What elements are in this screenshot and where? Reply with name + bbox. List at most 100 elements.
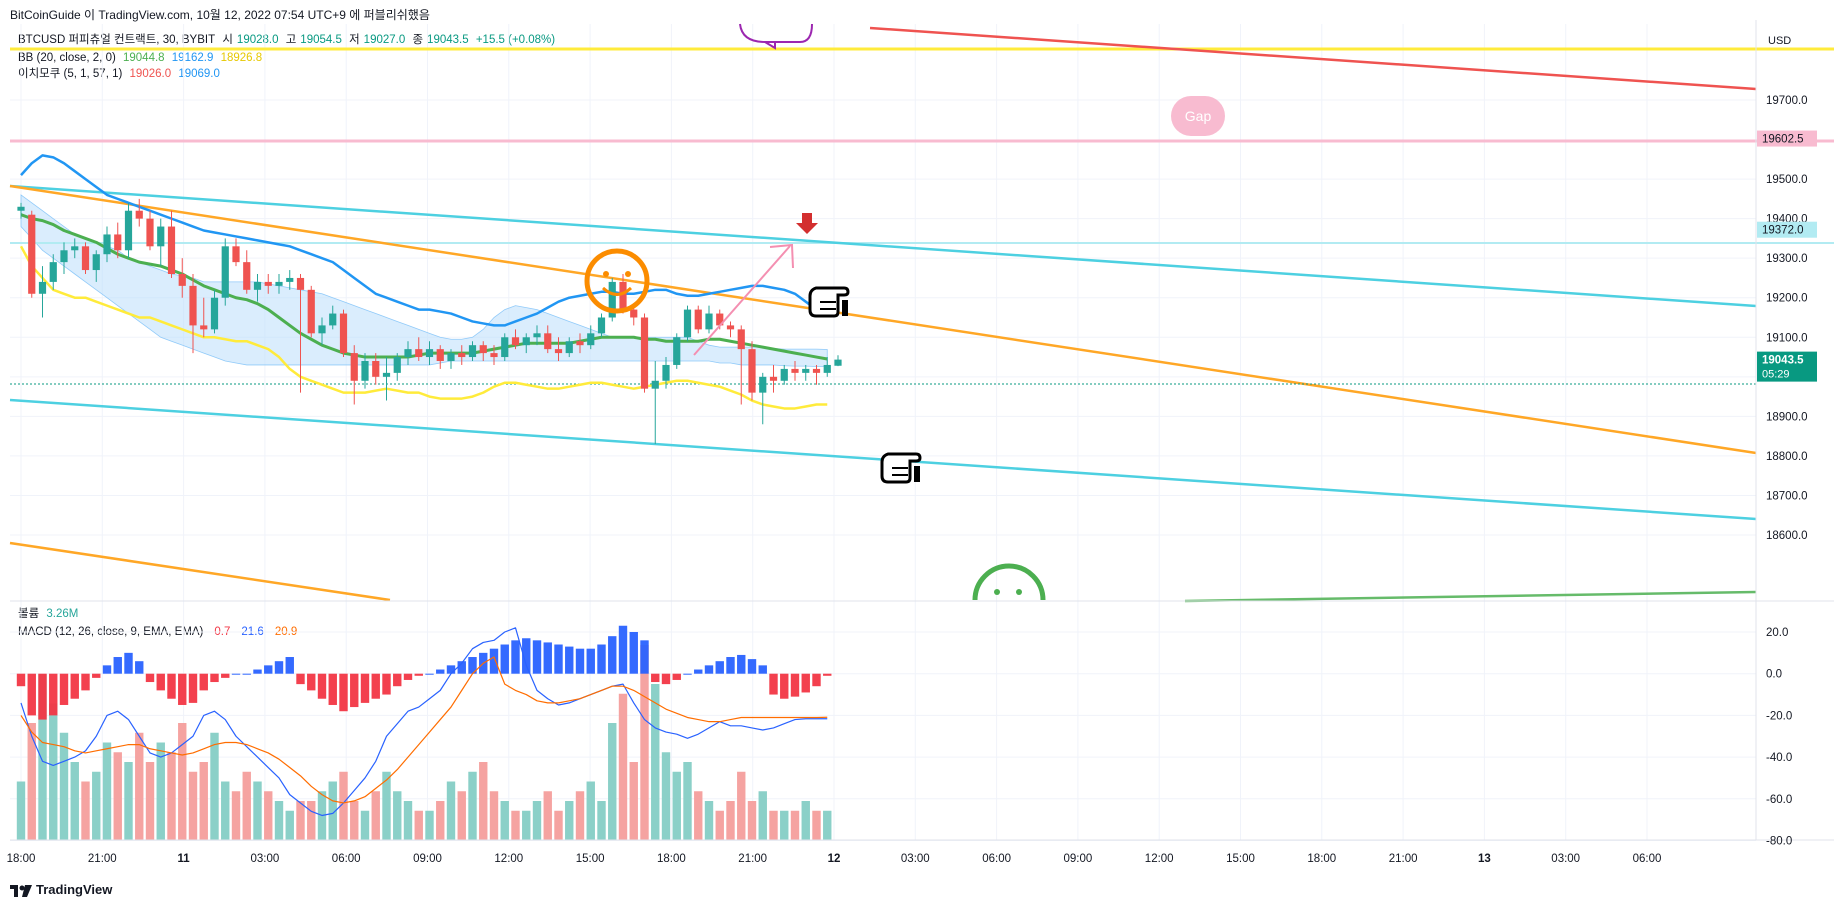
macd-hist-bar — [414, 673, 423, 676]
tradingview-brand: TradingView — [36, 882, 113, 897]
smiley-icon — [584, 248, 650, 314]
macd-tick-label: 20.0 — [1766, 627, 1788, 639]
volume-bar — [747, 801, 757, 840]
volume-bar — [350, 801, 359, 840]
macd-hist-bar — [59, 673, 69, 705]
macd-hist-bar — [747, 659, 757, 674]
macd-hist-bar — [575, 648, 585, 674]
candle-body — [393, 357, 401, 373]
volume-value: 3.26M — [46, 608, 79, 620]
close-value: 19043.5 — [427, 34, 469, 46]
candle-body — [501, 337, 509, 358]
bb-legend[interactable]: BB (20, close, 2, 0) 19044.8 19162.9 189… — [18, 50, 266, 66]
macd-hist-bar — [726, 657, 735, 674]
candle-body — [726, 325, 735, 330]
volume-bar — [726, 801, 735, 840]
volume-bar — [790, 810, 800, 840]
macd-hist-bar — [38, 673, 47, 720]
macd-hist-bar — [801, 673, 810, 693]
pointing-hand-icon — [880, 452, 922, 484]
symbol-name[interactable]: BTCUSD 퍼피츄얼 컨트랙트, 30, BYBIT — [18, 34, 216, 46]
volume-bar — [543, 791, 552, 840]
volume-bar — [801, 801, 810, 840]
candle-body — [243, 262, 251, 290]
candle-body — [694, 309, 702, 330]
candle-body — [28, 214, 36, 294]
macd-hist-bar — [823, 673, 832, 676]
volume-bar — [823, 810, 832, 840]
candle-body — [608, 281, 616, 318]
signal-line — [20, 656, 828, 804]
high-value: 19054.5 — [300, 34, 342, 46]
candle-body — [382, 372, 391, 377]
macd-hist-bar — [554, 644, 563, 674]
time-tick-label: 06:00 — [332, 853, 361, 865]
macd-hist-bar — [135, 661, 144, 674]
tradingview-footer[interactable]: TradingView — [10, 882, 112, 897]
candle-body — [834, 359, 842, 366]
hand-cuff — [914, 466, 920, 482]
pink-arrow — [693, 245, 791, 356]
candle-body — [587, 333, 595, 346]
volume-bar — [479, 762, 488, 840]
volume-bar — [608, 723, 617, 840]
pointing-hand-icon — [808, 286, 850, 318]
price-badge — [1757, 221, 1817, 238]
price-badge-label: 19602.5 — [1762, 134, 1804, 146]
macd-hist-bar — [124, 652, 133, 674]
candle-body — [737, 329, 745, 350]
macd-lines — [20, 627, 828, 817]
time-tick-label: 09:00 — [1064, 853, 1093, 865]
smiley-mouth — [601, 286, 633, 296]
candle-body — [372, 361, 380, 377]
candle-body — [802, 368, 810, 373]
macd-hist-bar — [156, 673, 165, 691]
macd-hist-bar — [221, 673, 230, 678]
macd-hist-bar — [178, 673, 187, 705]
volume-bar — [360, 810, 370, 840]
candle-body — [597, 317, 606, 334]
open-label: 시 — [222, 34, 233, 46]
macd-hist-bar — [242, 673, 251, 675]
macd-hist-bar — [651, 673, 660, 683]
time-tick-label: 18:00 — [1307, 853, 1336, 865]
candle-body — [124, 210, 133, 251]
volume-bar — [242, 771, 251, 840]
macd-hist-bar — [597, 644, 606, 674]
volume-bar — [113, 752, 122, 840]
candle-body — [759, 376, 767, 393]
volume-bar — [715, 810, 724, 840]
volume-bar — [371, 791, 380, 840]
volume-bar — [188, 771, 198, 840]
candle-body — [522, 337, 530, 346]
ichimoku-legend[interactable]: 이치모쿠 (5, 1, 57, 1) 19026.0 19069.0 — [18, 66, 224, 82]
axes: USD19700.019500.019400.019300.019200.019… — [7, 20, 1834, 865]
candlesticks — [17, 198, 842, 445]
volume-bar — [124, 762, 133, 840]
volume-bar — [522, 810, 531, 840]
candle-body — [264, 281, 272, 286]
macd-hist-bar — [188, 673, 198, 703]
candle-body — [339, 313, 348, 354]
green-smiley-eye — [1016, 589, 1022, 595]
candle-body — [253, 281, 262, 290]
volume-bar — [156, 742, 165, 840]
candle-body — [630, 309, 638, 318]
bb-lower-value: 18926.8 — [220, 52, 263, 64]
chart-canvas[interactable]: Gap USD19700.019500.019400.019300.019200… — [0, 0, 1834, 880]
macd-hist-bar — [113, 657, 122, 674]
volume-bar — [339, 771, 348, 840]
candle-body — [167, 226, 176, 274]
candle-body — [404, 349, 412, 358]
pink-arrow-head — [769, 243, 794, 269]
candle-body — [490, 353, 498, 358]
macd-tick-label: -20.0 — [1766, 710, 1792, 722]
time-tick-label: 06:00 — [982, 853, 1011, 865]
volume-bar — [629, 762, 638, 840]
volume-legend[interactable]: 볼륨 3.26M — [18, 606, 82, 622]
green-smiley-icon — [972, 563, 1046, 601]
time-tick-label: 15:00 — [576, 853, 605, 865]
candle-body — [286, 277, 294, 282]
time-tick-label: 21:00 — [88, 853, 117, 865]
volume-bar — [92, 771, 101, 840]
